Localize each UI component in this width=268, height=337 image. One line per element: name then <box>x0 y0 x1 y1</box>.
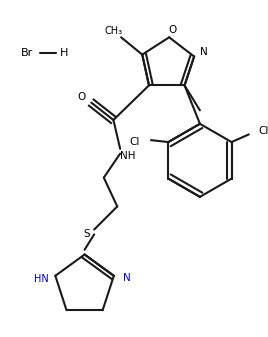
Text: O: O <box>168 25 176 35</box>
Text: N: N <box>124 273 131 283</box>
Text: NH: NH <box>120 152 136 161</box>
Text: HN: HN <box>35 274 49 284</box>
Text: Br: Br <box>21 48 34 58</box>
Text: O: O <box>77 92 86 102</box>
Text: S: S <box>83 229 90 239</box>
Text: N: N <box>200 47 208 57</box>
Text: H: H <box>59 48 68 58</box>
Text: CH₃: CH₃ <box>104 26 122 36</box>
Text: Cl: Cl <box>129 137 139 147</box>
Text: Cl: Cl <box>258 126 268 135</box>
